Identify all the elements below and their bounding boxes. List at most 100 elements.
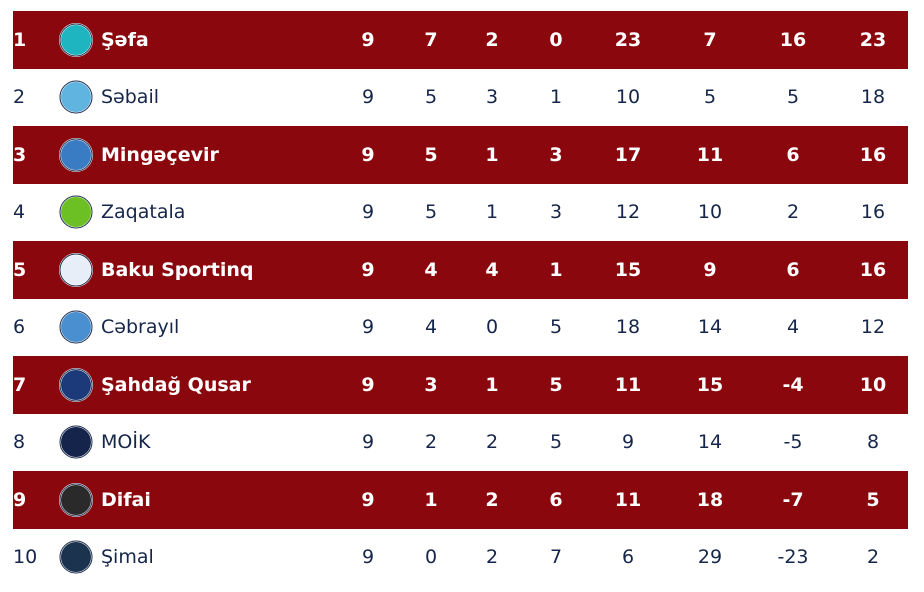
stat-ga: 11 [696,143,724,166]
team-logo-icon [58,137,94,173]
stat-gf: 12 [615,201,641,224]
team-logo-icon [58,22,94,58]
stat-pts: 16 [859,143,887,166]
rank: 8 [13,431,26,454]
stat-ga: 18 [696,488,724,511]
table-row[interactable]: 10 Şimal 9 0 2 7 6 29 -23 2 [13,529,908,587]
stat-ga: 14 [697,431,723,454]
stat-w: 4 [424,258,438,281]
table-row[interactable]: 9 Difai 9 1 2 6 11 18 -7 5 [13,471,908,529]
stat-d: 1 [485,143,499,166]
stat-ga: 5 [703,86,717,109]
stat-w: 0 [424,546,438,569]
stat-l: 6 [549,488,563,511]
team-name[interactable]: Baku Sportinq [101,258,254,281]
team-name[interactable]: MOİK [101,431,151,454]
stat-l: 5 [549,373,563,396]
stat-p: 9 [361,201,375,224]
stat-pts: 23 [859,28,887,51]
team-name[interactable]: Şəfa [101,28,149,51]
stat-p: 9 [361,316,375,339]
stat-pts: 18 [860,86,886,109]
team-name[interactable]: Zaqatala [101,201,186,224]
stat-w: 3 [424,373,438,396]
stat-ga: 14 [697,316,723,339]
team-name[interactable]: Şahdağ Qusar [101,373,251,396]
table-row[interactable]: 8 MOİK 9 2 2 5 9 14 -5 8 [13,414,908,472]
stat-d: 2 [485,488,499,511]
team-name[interactable]: Şimal [101,546,154,569]
standings-table: 1 Şəfa 9 7 2 0 23 7 16 23 2 Səbail 9 5 3 1 10 5 5 18 3 Min… [13,11,908,586]
stat-w: 4 [424,316,438,339]
stat-pts: 5 [866,488,880,511]
stat-pts: 10 [859,373,887,396]
stat-gd: 6 [786,258,800,281]
stat-d: 2 [485,28,499,51]
rank: 10 [13,546,38,569]
stat-gf: 11 [614,373,642,396]
stat-w: 5 [424,201,438,224]
rank: 1 [13,28,27,51]
table-row[interactable]: 7 Şahdağ Qusar 9 3 1 5 11 15 -4 10 [13,356,908,414]
stat-l: 5 [549,316,563,339]
stat-gf: 17 [614,143,642,166]
rank: 5 [13,258,27,281]
stat-p: 9 [361,373,375,396]
rank: 6 [13,316,26,339]
stat-p: 9 [361,546,375,569]
table-row[interactable]: 6 Cəbrayıl 9 4 0 5 18 14 4 12 [13,299,908,357]
stat-pts: 12 [860,316,886,339]
table-row[interactable]: 3 Mingəçevir 9 5 1 3 17 11 6 16 [13,126,908,184]
table-row[interactable]: 4 Zaqatala 9 5 1 3 12 10 2 16 [13,184,908,242]
stat-p: 9 [361,488,375,511]
team-name[interactable]: Səbail [101,86,160,109]
stat-gd: 4 [786,316,800,339]
stat-ga: 7 [703,28,717,51]
stat-d: 4 [485,258,499,281]
stat-w: 2 [424,431,438,454]
stat-gf: 6 [621,546,635,569]
stat-pts: 2 [866,546,880,569]
team-logo-icon [58,194,94,230]
stat-d: 3 [485,86,499,109]
stat-p: 9 [361,28,375,51]
stat-d: 0 [485,316,499,339]
rank: 2 [13,86,26,109]
stat-d: 2 [485,431,499,454]
stat-pts: 8 [866,431,880,454]
table-row[interactable]: 2 Səbail 9 5 3 1 10 5 5 18 [13,69,908,127]
rank: 3 [13,143,27,166]
team-name[interactable]: Cəbrayıl [101,316,180,339]
stat-d: 1 [485,373,499,396]
stat-l: 5 [549,431,563,454]
stat-l: 7 [549,546,563,569]
team-logo-icon [58,309,94,345]
stat-w: 1 [424,488,438,511]
stat-p: 9 [361,143,375,166]
stat-w: 5 [424,143,438,166]
stat-gf: 10 [615,86,641,109]
stat-ga: 15 [696,373,724,396]
team-logo-icon [58,79,94,115]
stat-ga: 29 [697,546,723,569]
stat-l: 1 [549,258,563,281]
stat-p: 9 [361,86,375,109]
stat-p: 9 [361,431,375,454]
stat-gd: -7 [782,488,804,511]
stat-gd: -4 [782,373,804,396]
table-row[interactable]: 5 Baku Sportinq 9 4 4 1 15 9 6 16 [13,241,908,299]
table-row[interactable]: 1 Şəfa 9 7 2 0 23 7 16 23 [13,11,908,69]
team-logo-icon [58,252,94,288]
team-name[interactable]: Mingəçevir [101,143,219,166]
stat-gd: 5 [786,86,800,109]
stat-l: 3 [549,201,563,224]
rank: 7 [13,373,27,396]
stat-gd: -5 [783,431,803,454]
stat-gd: -23 [777,546,809,569]
stat-l: 1 [549,86,563,109]
stat-w: 5 [424,86,438,109]
team-name[interactable]: Difai [101,488,151,511]
team-logo-icon [58,424,94,460]
stat-pts: 16 [860,201,886,224]
team-logo-icon [58,482,94,518]
